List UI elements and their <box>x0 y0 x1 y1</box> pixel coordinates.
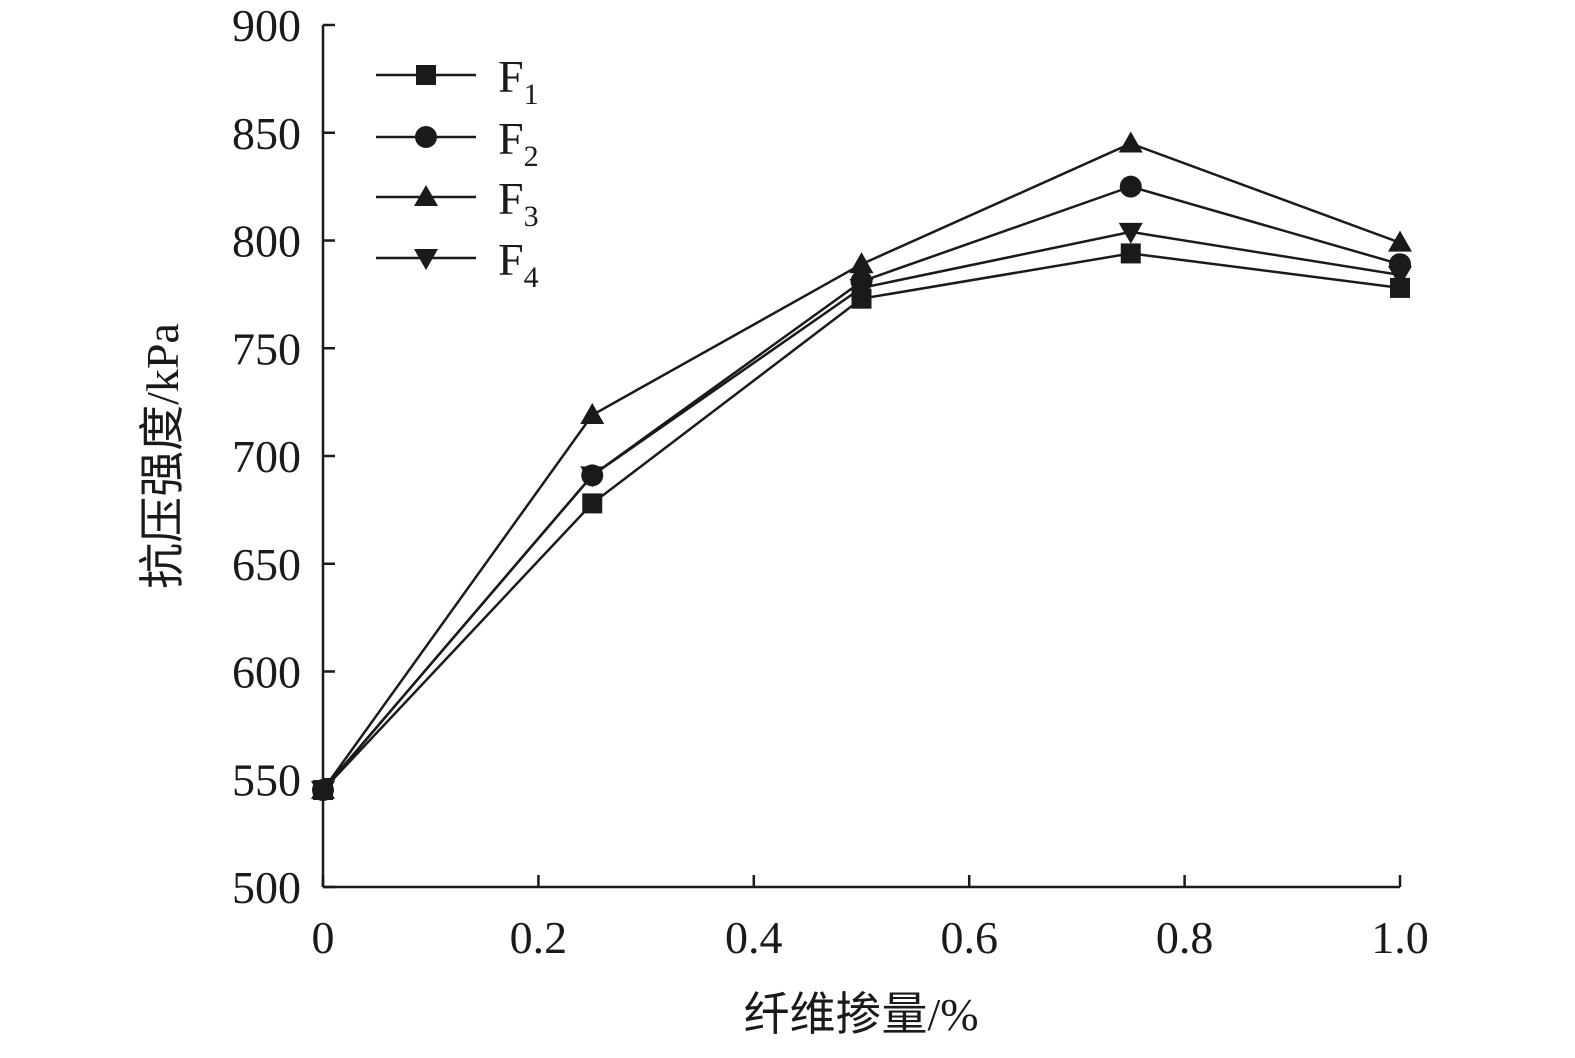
data-point-triangle-down <box>1388 265 1412 287</box>
x-tick-label: 0.4 <box>725 912 783 963</box>
y-tick-label: 750 <box>232 323 301 374</box>
y-tick-label: 650 <box>232 539 301 590</box>
data-point-square <box>416 65 436 85</box>
series-line <box>322 252 1401 791</box>
legend-item-F4: F4 <box>376 234 539 294</box>
axes: 500 550 600 650 700 750 800 850 900 0 0.2 0.4 0.6 0.8… <box>232 0 1429 963</box>
data-point-square <box>1120 243 1141 264</box>
x-tick-label: 0.2 <box>510 912 568 963</box>
data-point-triangle-up <box>580 403 605 425</box>
series-layer <box>311 131 1412 803</box>
legend-subscript: 4 <box>524 261 539 294</box>
data-point-triangle-down <box>414 249 438 270</box>
legend-item-F1: F1 <box>376 51 539 111</box>
legend-label: F1 <box>498 51 539 111</box>
y-tick-label: 550 <box>232 754 301 805</box>
series-F1 <box>313 243 1410 801</box>
x-axis-title: 纤维掺量/% <box>743 989 978 1040</box>
data-point-circle <box>415 126 437 148</box>
data-point-triangle-up <box>1118 131 1143 153</box>
legend-subscript: 3 <box>524 200 539 233</box>
series-line <box>321 142 1401 791</box>
series-F4 <box>311 222 1412 803</box>
y-tick-label: 700 <box>232 431 301 482</box>
legend-subscript: 1 <box>524 78 539 111</box>
y-tick-label: 500 <box>232 862 301 913</box>
legend-label: F2 <box>498 113 539 173</box>
data-point-triangle-down <box>849 278 874 300</box>
y-axis-title: 抗压强度/kPa <box>137 323 188 589</box>
x-tick-label: 0.8 <box>1156 912 1214 963</box>
legend-label: F4 <box>498 234 539 294</box>
data-point-square <box>1390 277 1410 298</box>
x-tick-label: 0.6 <box>940 912 998 963</box>
legend-label: F3 <box>498 173 539 233</box>
data-point-square <box>582 493 603 514</box>
data-point-triangle-up <box>1388 230 1412 252</box>
y-tick-label: 800 <box>232 216 301 267</box>
data-point-triangle-down <box>580 466 605 488</box>
data-point-circle <box>1119 175 1142 198</box>
y-tick-label: 850 <box>232 108 301 159</box>
legend-item-F3: F3 <box>376 173 539 233</box>
legend-subscript: 2 <box>524 140 539 173</box>
x-tick-label: 0 <box>312 912 335 963</box>
data-point-triangle-down <box>1118 222 1143 244</box>
series-line <box>322 230 1401 791</box>
data-point-triangle-up <box>849 252 874 274</box>
legend-item-F2: F2 <box>376 113 539 173</box>
y-tick-label: 600 <box>232 647 301 698</box>
x-tick-label: 1.0 <box>1371 912 1429 963</box>
data-point-triangle-up <box>414 185 438 206</box>
data-point-triangle-down <box>311 781 335 803</box>
y-tick-label: 900 <box>232 0 301 51</box>
series-F3 <box>311 131 1412 800</box>
